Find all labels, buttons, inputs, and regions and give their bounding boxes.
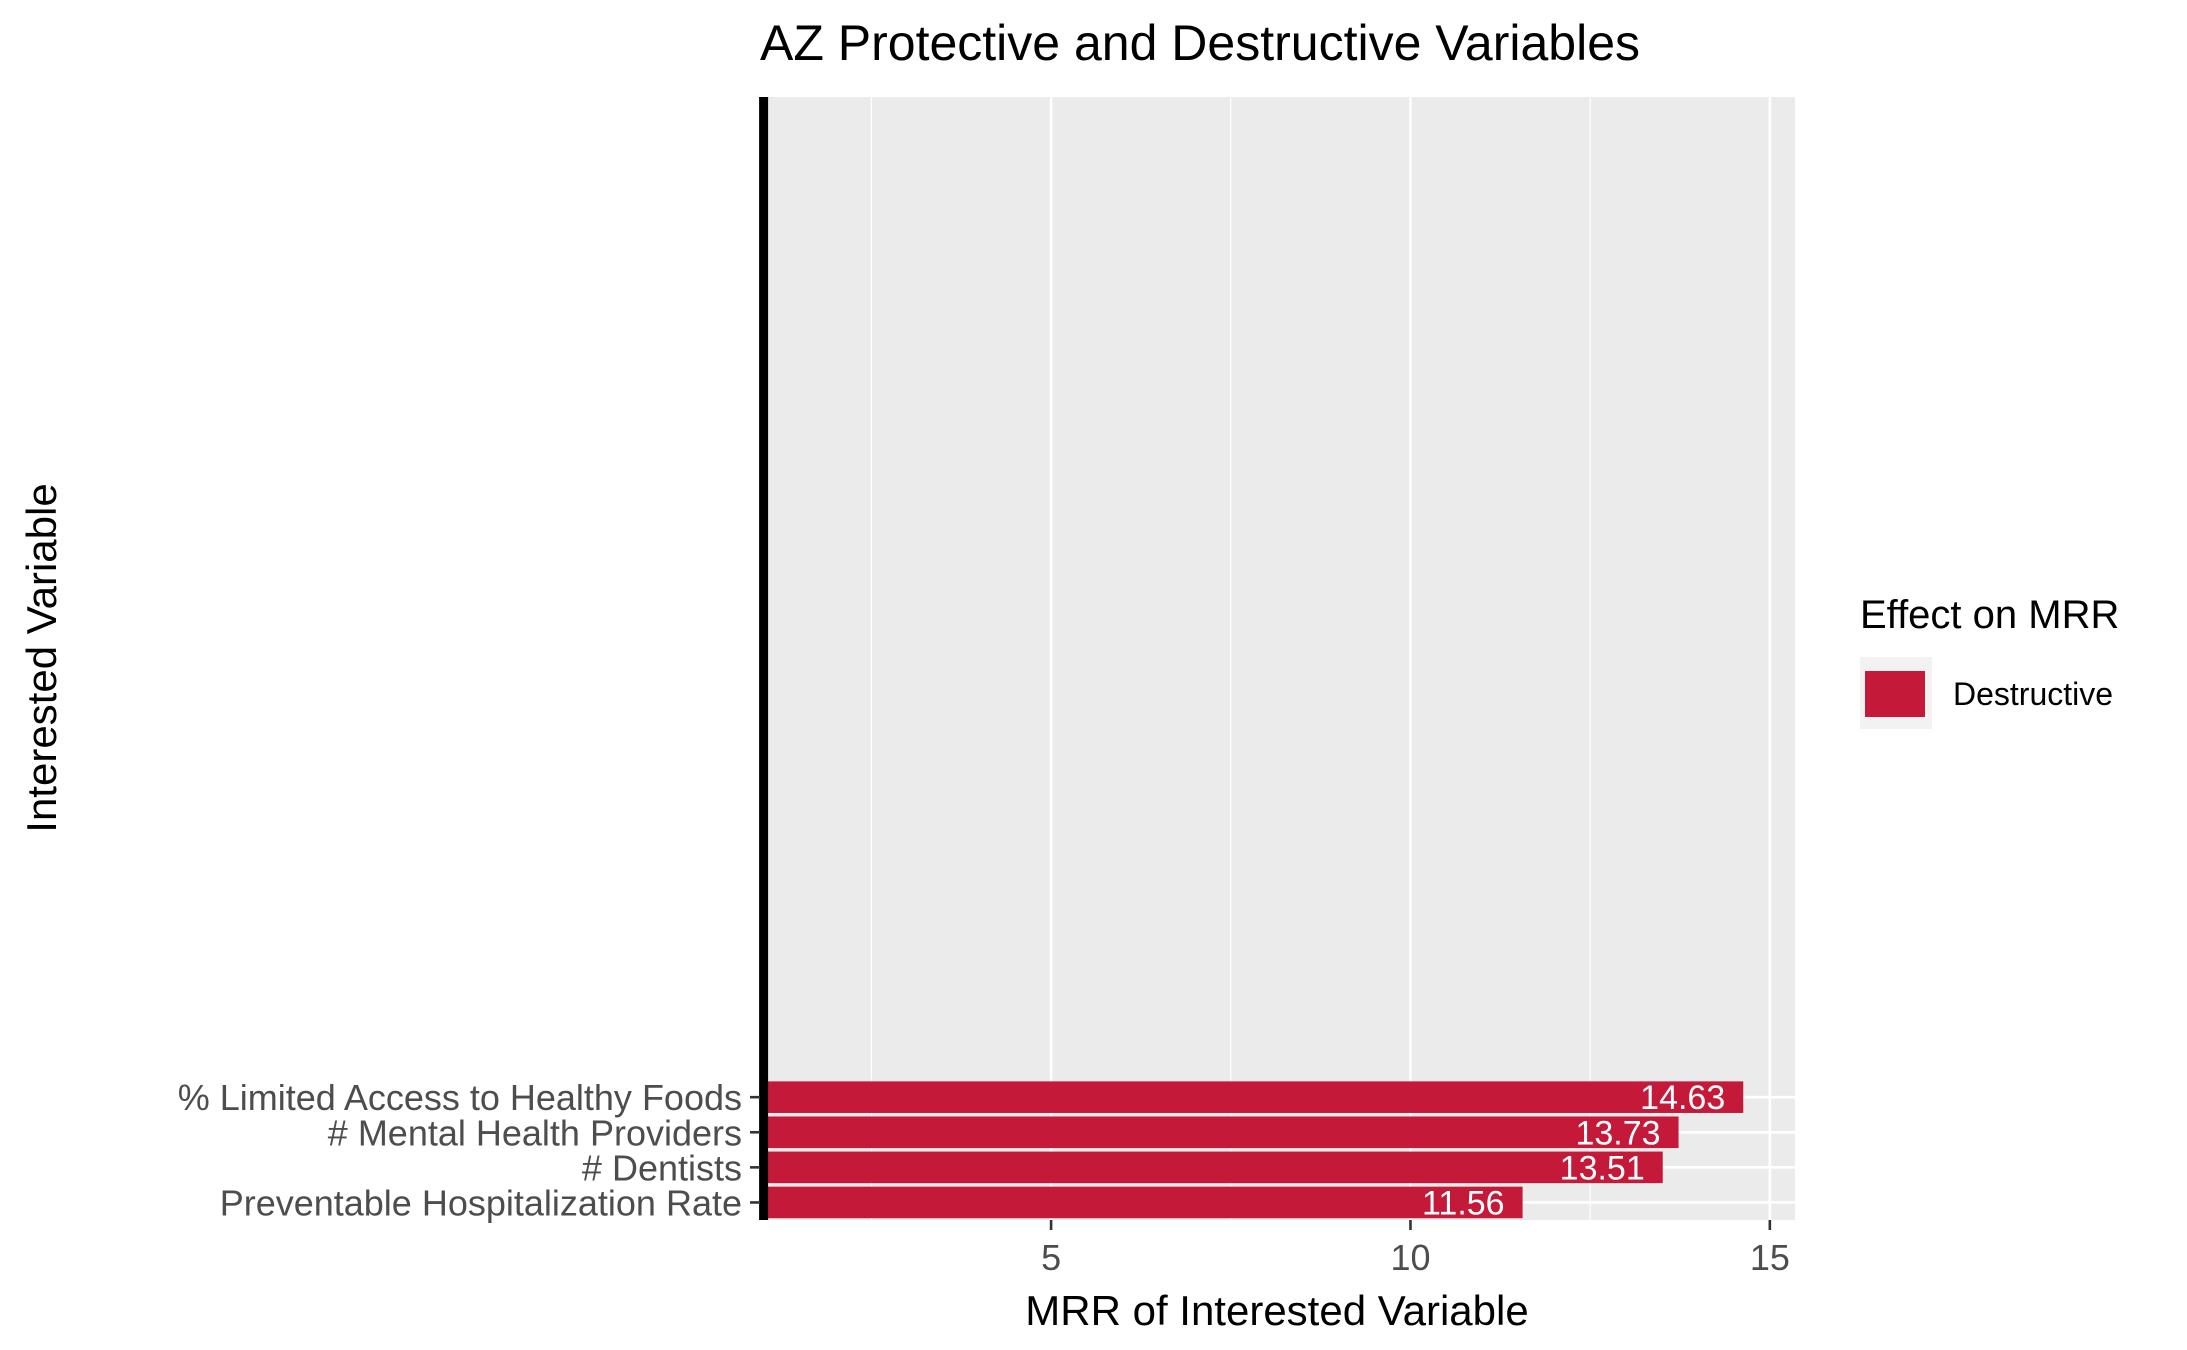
- bar-value-label: 13.73: [1575, 1114, 1660, 1152]
- bar: [763, 1151, 1663, 1184]
- bar-value-label: 13.51: [1560, 1149, 1645, 1187]
- plot-panel: [760, 97, 1795, 1220]
- legend: Effect on MRR Destructive: [1860, 593, 2119, 729]
- x-tick-label: 15: [1750, 1237, 1790, 1278]
- bar-value-label: 14.63: [1640, 1079, 1725, 1117]
- bars: [763, 1081, 1744, 1219]
- bar: [763, 1186, 1523, 1219]
- x-axis-title: MRR of Interested Variable: [1025, 1287, 1528, 1334]
- y-axis-title: Interested Variable: [18, 483, 65, 832]
- legend-title: Effect on MRR: [1860, 593, 2119, 637]
- y-tick-label: Preventable Hospitalization Rate: [220, 1182, 742, 1223]
- y-tick-label: # Dentists: [582, 1147, 742, 1188]
- x-tick-label: 10: [1390, 1237, 1430, 1278]
- bar: [763, 1081, 1744, 1113]
- x-tick-label: 5: [1041, 1237, 1061, 1278]
- y-tick-label: % Limited Access to Healthy Foods: [178, 1077, 742, 1118]
- x-axis: 5 10 15: [1041, 1220, 1790, 1278]
- legend-label-destructive: Destructive: [1953, 676, 2113, 712]
- y-tick-label: # Mental Health Providers: [328, 1112, 742, 1153]
- bar-value-label: 11.56: [1422, 1184, 1505, 1222]
- legend-swatch-destructive: [1865, 671, 1925, 717]
- bar: [763, 1116, 1679, 1149]
- chart-title: AZ Protective and Destructive Variables: [760, 15, 1640, 71]
- y-axis: % Limited Access to Healthy Foods# Menta…: [178, 1077, 760, 1223]
